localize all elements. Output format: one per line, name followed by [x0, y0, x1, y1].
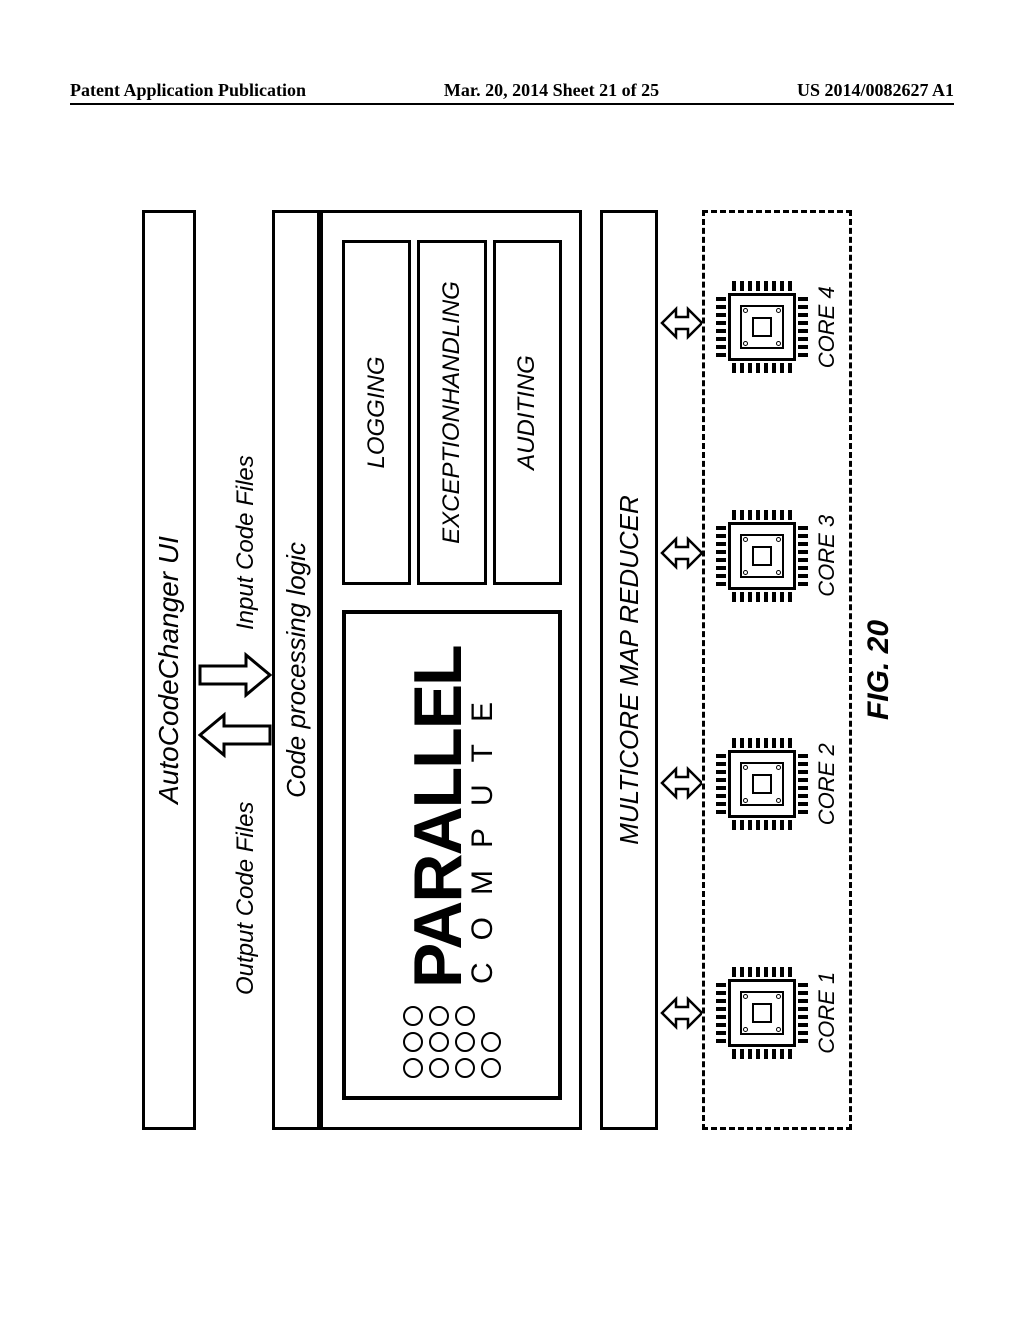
header-right: US 2014/0082627 A1: [797, 80, 954, 101]
input-arrow-down-icon: [198, 650, 272, 700]
cores-container: CORE 1 CORE 2: [702, 210, 852, 1130]
aspects-column: LOGGING EXCEPTIONHANDLING AUDITING: [342, 240, 562, 585]
parallel-text-1: PARALLEL: [408, 646, 469, 988]
output-arrow-up-icon: [198, 710, 272, 760]
core-1-label: CORE 1: [814, 972, 840, 1054]
core-4-label: CORE 4: [814, 286, 840, 368]
chip-icon: [714, 965, 810, 1061]
core-1: CORE 1: [714, 965, 840, 1061]
core2-bidir-arrow-icon: [660, 763, 704, 803]
parallel-compute-box: PARALLEL COMPUTE: [342, 610, 562, 1100]
logging-label: LOGGING: [363, 356, 391, 468]
figure-20-diagram: AutoCodeChanger UI Output Code Files Inp…: [142, 170, 882, 1170]
led-grid-icon: [403, 1006, 501, 1078]
header-left: Patent Application Publication: [70, 80, 306, 101]
ui-title: AutoCodeChanger UI: [153, 536, 185, 804]
input-code-files-label: Input Code Files: [232, 455, 260, 630]
core-2-label: CORE 2: [814, 743, 840, 825]
chip-icon: [714, 736, 810, 832]
auditing-box: AUDITING: [493, 240, 562, 585]
header-center: Mar. 20, 2014 Sheet 21 of 25: [444, 80, 659, 101]
logging-box: LOGGING: [342, 240, 411, 585]
exception-handling-box: EXCEPTIONHANDLING: [417, 240, 486, 585]
core1-bidir-arrow-icon: [660, 993, 704, 1033]
cpl-label: Code processing logic: [281, 542, 312, 798]
core3-bidir-arrow-icon: [660, 533, 704, 573]
auditing-label: AUDITING: [513, 355, 541, 470]
mmr-label: MULTICORE MAP REDUCER: [614, 495, 645, 845]
output-code-files-label: Output Code Files: [232, 802, 260, 995]
core-3-label: CORE 3: [814, 515, 840, 597]
exception-label: EXCEPTIONHANDLING: [438, 281, 466, 544]
figure-caption: FIG. 20: [862, 170, 896, 1170]
core-2: CORE 2: [714, 736, 840, 832]
multicore-map-reducer-box: MULTICORE MAP REDUCER: [600, 210, 658, 1130]
patent-header: Patent Application Publication Mar. 20, …: [70, 80, 954, 105]
autocodechanger-ui-box: AutoCodeChanger UI: [142, 210, 196, 1130]
code-processing-logic-box: Code processing logic: [272, 210, 320, 1130]
chip-icon: [714, 508, 810, 604]
core-4: CORE 4: [714, 279, 840, 375]
core4-bidir-arrow-icon: [660, 303, 704, 343]
core-3: CORE 3: [714, 508, 840, 604]
chip-icon: [714, 279, 810, 375]
parallel-compute-logo: PARALLEL COMPUTE: [408, 646, 496, 988]
parallel-text-2: COMPUTE: [469, 680, 496, 984]
